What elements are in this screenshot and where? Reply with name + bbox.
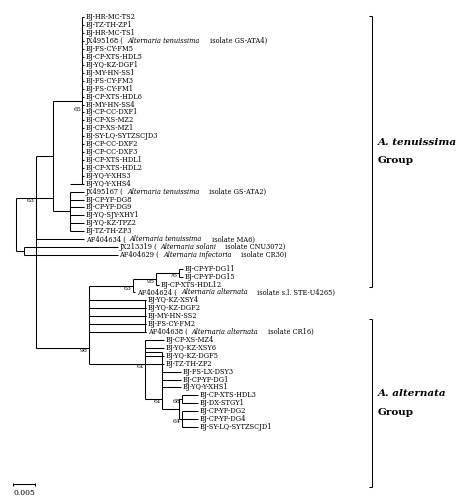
- Text: BJ-YQ-Y-XHS4: BJ-YQ-Y-XHS4: [85, 180, 131, 188]
- Text: BJ-CP-YF-DG11: BJ-CP-YF-DG11: [184, 264, 235, 272]
- Text: BJ-FS-CY-FM3: BJ-FS-CY-FM3: [85, 77, 134, 85]
- Text: BJ-CP-XTS-HDL2: BJ-CP-XTS-HDL2: [85, 164, 142, 172]
- Text: Alternaria alternata: Alternaria alternata: [191, 328, 258, 336]
- Text: Group: Group: [377, 156, 413, 165]
- Text: A. tenuissima: A. tenuissima: [377, 138, 456, 146]
- Text: BJ-DX-STGY1: BJ-DX-STGY1: [200, 400, 244, 407]
- Text: 65: 65: [73, 107, 81, 112]
- Text: BJ-YQ-SJY-XHY1: BJ-YQ-SJY-XHY1: [85, 212, 139, 220]
- Text: 63: 63: [123, 286, 131, 290]
- Text: isolate MA6): isolate MA6): [209, 236, 254, 244]
- Text: Group: Group: [377, 408, 413, 416]
- Text: BJ-CP-YF-DG1: BJ-CP-YF-DG1: [182, 376, 228, 384]
- Text: Alternaria alternata: Alternaria alternata: [181, 288, 247, 296]
- Text: BJ-CP-XTS-HDL3: BJ-CP-XTS-HDL3: [200, 392, 257, 400]
- Text: BJ-MY-HN-SS2: BJ-MY-HN-SS2: [148, 312, 197, 320]
- Text: JX495167 (: JX495167 (: [85, 188, 123, 196]
- Text: 64: 64: [172, 419, 180, 424]
- Text: 61: 61: [153, 400, 161, 404]
- Text: JX495168 (: JX495168 (: [85, 37, 123, 45]
- Text: BJ-CP-XTS-HDL6: BJ-CP-XTS-HDL6: [85, 92, 142, 100]
- Text: BJ-CP-YF-DG2: BJ-CP-YF-DG2: [200, 407, 246, 415]
- Text: Alternaria tenuissima: Alternaria tenuissima: [127, 37, 200, 45]
- Text: BJ-CP-CC-DXF2: BJ-CP-CC-DXF2: [85, 140, 138, 148]
- Text: 63: 63: [27, 198, 35, 202]
- Text: isolate GS-ATA4): isolate GS-ATA4): [207, 37, 266, 45]
- Text: BJ-CP-XS-MZ4: BJ-CP-XS-MZ4: [165, 336, 213, 344]
- Text: BJ-CP-CC-DXF1: BJ-CP-CC-DXF1: [85, 108, 138, 116]
- Text: BJ-SY-LQ-SYTZSCJD1: BJ-SY-LQ-SYTZSCJD1: [200, 423, 272, 431]
- Text: BJ-CP-YF-DG4: BJ-CP-YF-DG4: [200, 415, 246, 423]
- Text: BJ-CP-YF-DG9: BJ-CP-YF-DG9: [85, 204, 132, 212]
- Text: BJ-CP-XS-MZ1: BJ-CP-XS-MZ1: [85, 124, 134, 132]
- Text: BJ-YQ-KZ-DGF5: BJ-YQ-KZ-DGF5: [165, 352, 218, 360]
- Text: BJ-FS-LX-DSY3: BJ-FS-LX-DSY3: [182, 368, 233, 376]
- Text: Alternaria solani: Alternaria solani: [161, 242, 217, 250]
- Text: BJ-CP-XS-MZ2: BJ-CP-XS-MZ2: [85, 116, 134, 124]
- Text: JX213319 (: JX213319 (: [119, 242, 157, 250]
- Text: AF404638 (: AF404638 (: [148, 328, 187, 336]
- Text: 76: 76: [169, 272, 177, 278]
- Text: BJ-CP-XTS-HDL5: BJ-CP-XTS-HDL5: [85, 53, 142, 61]
- Text: 95: 95: [147, 278, 155, 283]
- Text: BJ-CP-YF-DG8: BJ-CP-YF-DG8: [85, 196, 132, 203]
- Text: isolate GS-ATA2): isolate GS-ATA2): [207, 188, 266, 196]
- Text: AF404624 (: AF404624 (: [137, 288, 176, 296]
- Text: BJ-YQ-KZ-XSY6: BJ-YQ-KZ-XSY6: [165, 344, 216, 352]
- Text: BJ-HR-MC-TS1: BJ-HR-MC-TS1: [85, 30, 135, 38]
- Text: Alternaria tenuissima: Alternaria tenuissima: [129, 236, 202, 244]
- Text: Alternaria tenuissima: Alternaria tenuissima: [127, 188, 199, 196]
- Text: BJ-TZ-TH-ZP1: BJ-TZ-TH-ZP1: [85, 22, 132, 30]
- Text: BJ-YQ-KZ-DGF1: BJ-YQ-KZ-DGF1: [85, 61, 139, 69]
- Text: 61: 61: [136, 364, 144, 368]
- Text: AF404634 (: AF404634 (: [85, 236, 125, 244]
- Text: 68: 68: [173, 400, 180, 404]
- Text: BJ-YQ-KZ-DGF2: BJ-YQ-KZ-DGF2: [148, 304, 201, 312]
- Text: BJ-SY-LQ-SYTZSCJD3: BJ-SY-LQ-SYTZSCJD3: [85, 132, 158, 140]
- Text: BJ-MY-HN-SS1: BJ-MY-HN-SS1: [85, 69, 135, 77]
- Text: BJ-FS-CY-FM5: BJ-FS-CY-FM5: [85, 45, 134, 53]
- Text: BJ-CP-YF-DG15: BJ-CP-YF-DG15: [184, 272, 235, 280]
- Text: BJ-CP-XTS-HDL1: BJ-CP-XTS-HDL1: [85, 156, 142, 164]
- Text: 0.005: 0.005: [13, 489, 35, 497]
- Text: BJ-YQ-KZ-TPZ2: BJ-YQ-KZ-TPZ2: [85, 219, 136, 227]
- Text: isolate s.l. STE-U4265): isolate s.l. STE-U4265): [254, 288, 334, 296]
- Text: BJ-YQ-Y-XHS1: BJ-YQ-Y-XHS1: [182, 384, 227, 392]
- Text: isolate CNU3072): isolate CNU3072): [223, 242, 285, 250]
- Text: BJ-FS-CY-FM2: BJ-FS-CY-FM2: [148, 320, 196, 328]
- Text: BJ-HR-MC-TS2: BJ-HR-MC-TS2: [85, 14, 135, 22]
- Text: A. alternata: A. alternata: [377, 389, 445, 398]
- Text: BJ-YQ-Y-XHS3: BJ-YQ-Y-XHS3: [85, 172, 131, 180]
- Text: BJ-CP-CC-DXF3: BJ-CP-CC-DXF3: [85, 148, 138, 156]
- Text: isolate CR30): isolate CR30): [238, 250, 286, 258]
- Text: BJ-CP-XTS-HDL12: BJ-CP-XTS-HDL12: [160, 280, 221, 288]
- Text: 98: 98: [79, 348, 88, 353]
- Text: AF404629 (: AF404629 (: [119, 250, 159, 258]
- Text: BJ-TZ-TH-ZP3: BJ-TZ-TH-ZP3: [85, 227, 132, 235]
- Text: BJ-YQ-KZ-XSY4: BJ-YQ-KZ-XSY4: [148, 296, 199, 304]
- Text: BJ-MY-HN-SS4: BJ-MY-HN-SS4: [85, 100, 135, 108]
- Text: BJ-FS-CY-FM1: BJ-FS-CY-FM1: [85, 84, 134, 92]
- Text: Alternaria infectoria: Alternaria infectoria: [163, 250, 231, 258]
- Text: BJ-TZ-TH-ZP2: BJ-TZ-TH-ZP2: [165, 360, 212, 368]
- Text: isolate CR16): isolate CR16): [265, 328, 313, 336]
